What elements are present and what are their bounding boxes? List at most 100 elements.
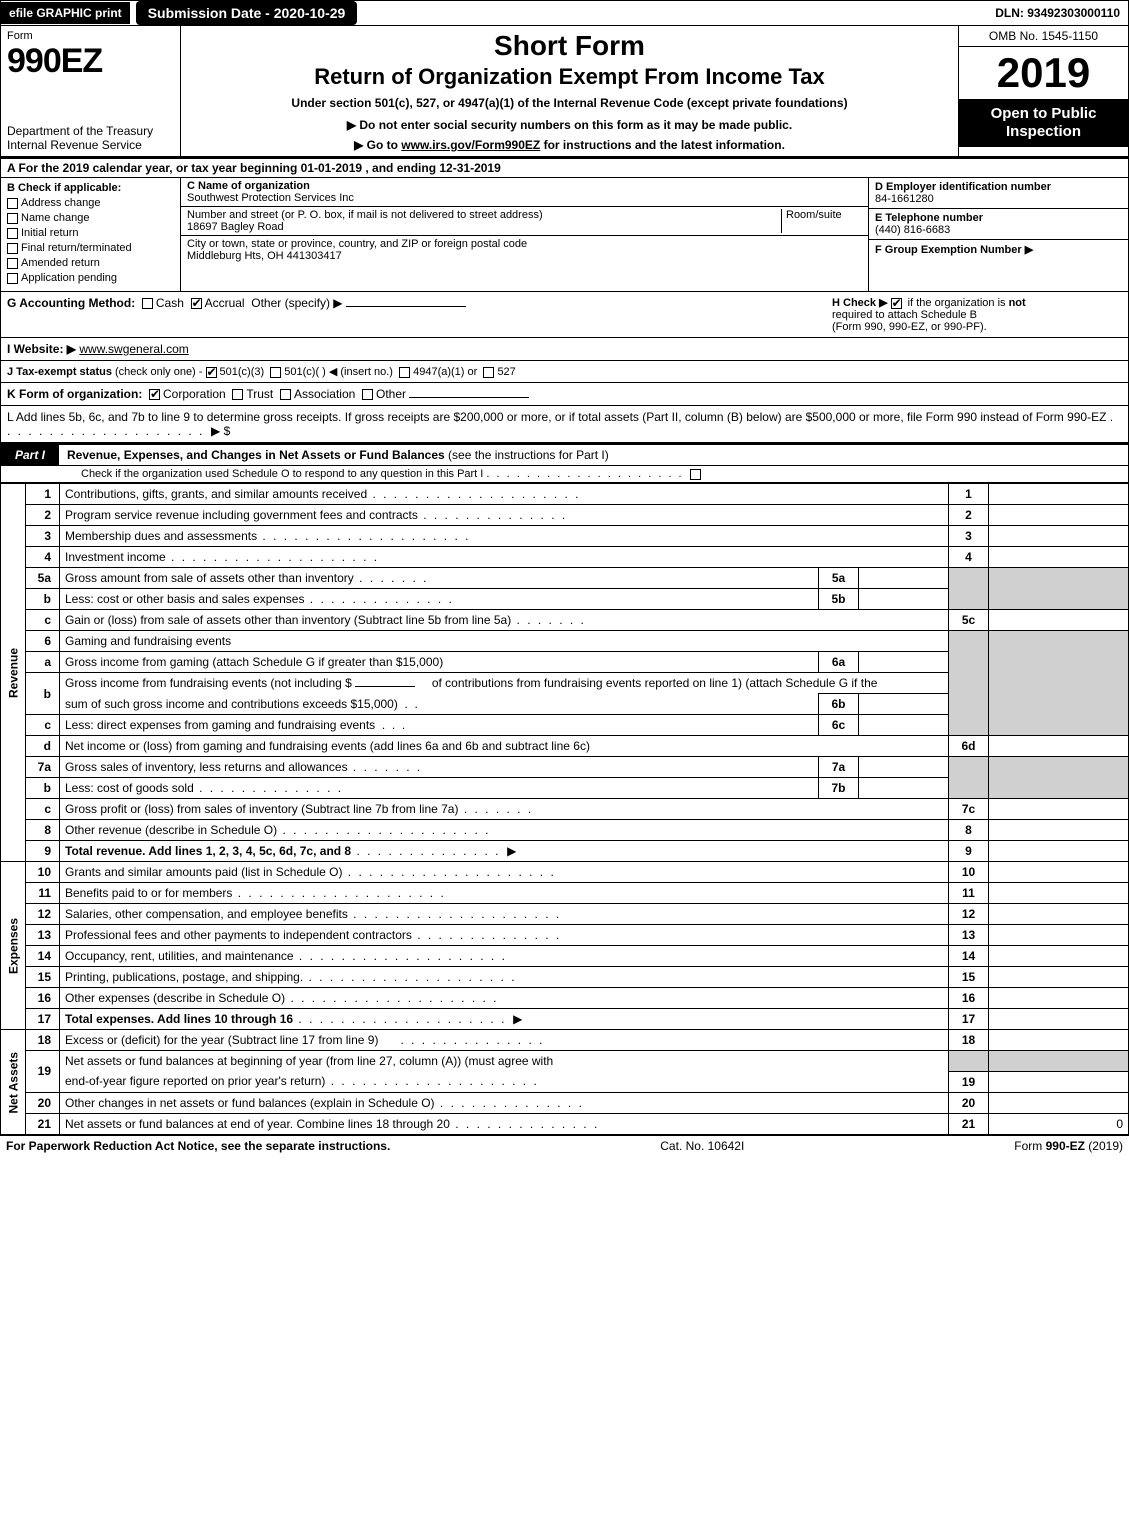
g-accrual: Accrual xyxy=(205,296,245,310)
chk-trust[interactable] xyxy=(232,389,243,400)
ein-value: 84-1661280 xyxy=(875,193,1122,205)
l8-desc: Other revenue (describe in Schedule O) xyxy=(60,820,949,841)
l11-rnum: 11 xyxy=(949,883,989,904)
row-g-h: G Accounting Method: Cash Accrual Other … xyxy=(0,292,1129,338)
c-label: C Name of organization xyxy=(187,180,862,192)
chk-amended-return[interactable]: Amended return xyxy=(7,257,174,269)
street-row: Number and street (or P. O. box, if mail… xyxy=(181,207,868,236)
l1-amt[interactable] xyxy=(989,484,1129,505)
l19-desc2: end-of-year figure reported on prior yea… xyxy=(60,1071,949,1092)
chk-h[interactable] xyxy=(891,298,902,309)
l7b-ib: 7b xyxy=(819,778,859,799)
l5b-ib: 5b xyxy=(819,589,859,610)
footer-cat-no: Cat. No. 10642I xyxy=(390,1139,1014,1153)
l5ab-shade xyxy=(949,568,989,610)
line-3: 3 Membership dues and assessments 3 xyxy=(1,526,1129,547)
section-c: C Name of organization Southwest Protect… xyxy=(181,178,868,291)
l5a-ibval[interactable] xyxy=(859,568,949,589)
l13-rnum: 13 xyxy=(949,925,989,946)
l7c-rnum: 7c xyxy=(949,799,989,820)
l16-amt[interactable] xyxy=(989,988,1129,1009)
chk-address-change-label: Address change xyxy=(21,197,101,209)
line-11: 11 Benefits paid to or for members 11 xyxy=(1,883,1129,904)
chk-initial-return[interactable]: Initial return xyxy=(7,227,174,239)
l7a-desc: Gross sales of inventory, less returns a… xyxy=(60,757,819,778)
l18-num: 18 xyxy=(26,1030,60,1051)
l5b-ibval[interactable] xyxy=(859,589,949,610)
l13-amt[interactable] xyxy=(989,925,1129,946)
l9-amt[interactable] xyxy=(989,841,1129,862)
chk-501c3[interactable] xyxy=(206,367,217,378)
footer-form-prefix: Form xyxy=(1014,1139,1045,1153)
l10-num: 10 xyxy=(26,862,60,883)
l14-amt[interactable] xyxy=(989,946,1129,967)
sub3-prefix: ▶ Go to xyxy=(354,138,401,152)
l3-num: 3 xyxy=(26,526,60,547)
l1-num: 1 xyxy=(26,484,60,505)
l19-amt[interactable] xyxy=(989,1071,1129,1092)
header-center-block: Short Form Return of Organization Exempt… xyxy=(181,26,958,156)
l7b-desc: Less: cost of goods sold xyxy=(60,778,819,799)
l7a-ib: 7a xyxy=(819,757,859,778)
l7b-ibval[interactable] xyxy=(859,778,949,799)
k-other-field[interactable] xyxy=(409,397,529,398)
l6a-ibval[interactable] xyxy=(859,652,949,673)
part-1-header: Part I Revenue, Expenses, and Changes in… xyxy=(0,443,1129,466)
l6b-ibval[interactable] xyxy=(859,694,949,715)
chk-final-return[interactable]: Final return/terminated xyxy=(7,242,174,254)
l7a-ibval[interactable] xyxy=(859,757,949,778)
chk-initial-return-label: Initial return xyxy=(21,227,78,239)
l17-rnum: 17 xyxy=(949,1009,989,1030)
chk-4947[interactable] xyxy=(399,367,410,378)
l17-amt[interactable] xyxy=(989,1009,1129,1030)
l15-amt[interactable] xyxy=(989,967,1129,988)
l7a-num: 7a xyxy=(26,757,60,778)
org-name-row: C Name of organization Southwest Protect… xyxy=(181,178,868,207)
l10-amt[interactable] xyxy=(989,862,1129,883)
chk-schedule-o-part1[interactable] xyxy=(690,469,701,480)
line-6d: d Net income or (loss) from gaming and f… xyxy=(1,736,1129,757)
j-label: J Tax-exempt status xyxy=(7,366,112,378)
chk-accrual[interactable] xyxy=(191,298,202,309)
header-subtitle-2: ▶ Do not enter social security numbers o… xyxy=(191,118,948,132)
chk-application-pending[interactable]: Application pending xyxy=(7,272,174,284)
omb-number: OMB No. 1545-1150 xyxy=(959,26,1128,47)
row-h: H Check ▶ if the organization is not req… xyxy=(822,296,1122,333)
g-label: G Accounting Method: xyxy=(7,296,135,310)
part-1-label: Part I xyxy=(1,445,59,465)
i-label: I Website: ▶ xyxy=(7,342,76,356)
l2-amt[interactable] xyxy=(989,505,1129,526)
l6-shade xyxy=(949,631,989,736)
chk-other-org[interactable] xyxy=(362,389,373,400)
chk-address-change[interactable]: Address change xyxy=(7,197,174,209)
l18-amt[interactable] xyxy=(989,1030,1129,1051)
l20-amt[interactable] xyxy=(989,1092,1129,1113)
efile-print-label[interactable]: efile GRAPHIC print xyxy=(1,2,130,24)
irs-link[interactable]: www.irs.gov/Form990EZ xyxy=(401,138,540,152)
l14-desc: Occupancy, rent, utilities, and maintena… xyxy=(60,946,949,967)
l7c-amt[interactable] xyxy=(989,799,1129,820)
l16-desc: Other expenses (describe in Schedule O) xyxy=(60,988,949,1009)
chk-corporation[interactable] xyxy=(149,389,160,400)
chk-name-change[interactable]: Name change xyxy=(7,212,174,224)
chk-cash[interactable] xyxy=(142,298,153,309)
l3-amt[interactable] xyxy=(989,526,1129,547)
l15-desc: Printing, publications, postage, and shi… xyxy=(60,967,949,988)
form-number: 990EZ xyxy=(7,42,174,81)
line-16: 16 Other expenses (describe in Schedule … xyxy=(1,988,1129,1009)
chk-527[interactable] xyxy=(483,367,494,378)
website-value[interactable]: www.swgeneral.com xyxy=(79,342,188,356)
l1-rnum: 1 xyxy=(949,484,989,505)
l6c-ibval[interactable] xyxy=(859,715,949,736)
l11-amt[interactable] xyxy=(989,883,1129,904)
chk-association[interactable] xyxy=(280,389,291,400)
g-other-field[interactable] xyxy=(346,306,466,307)
l4-amt[interactable] xyxy=(989,547,1129,568)
l12-amt[interactable] xyxy=(989,904,1129,925)
l6d-amt[interactable] xyxy=(989,736,1129,757)
l8-amt[interactable] xyxy=(989,820,1129,841)
chk-501c[interactable] xyxy=(270,367,281,378)
l5c-amt[interactable] xyxy=(989,610,1129,631)
l6b-amount-field[interactable] xyxy=(355,686,415,687)
k-other: Other xyxy=(376,387,406,401)
